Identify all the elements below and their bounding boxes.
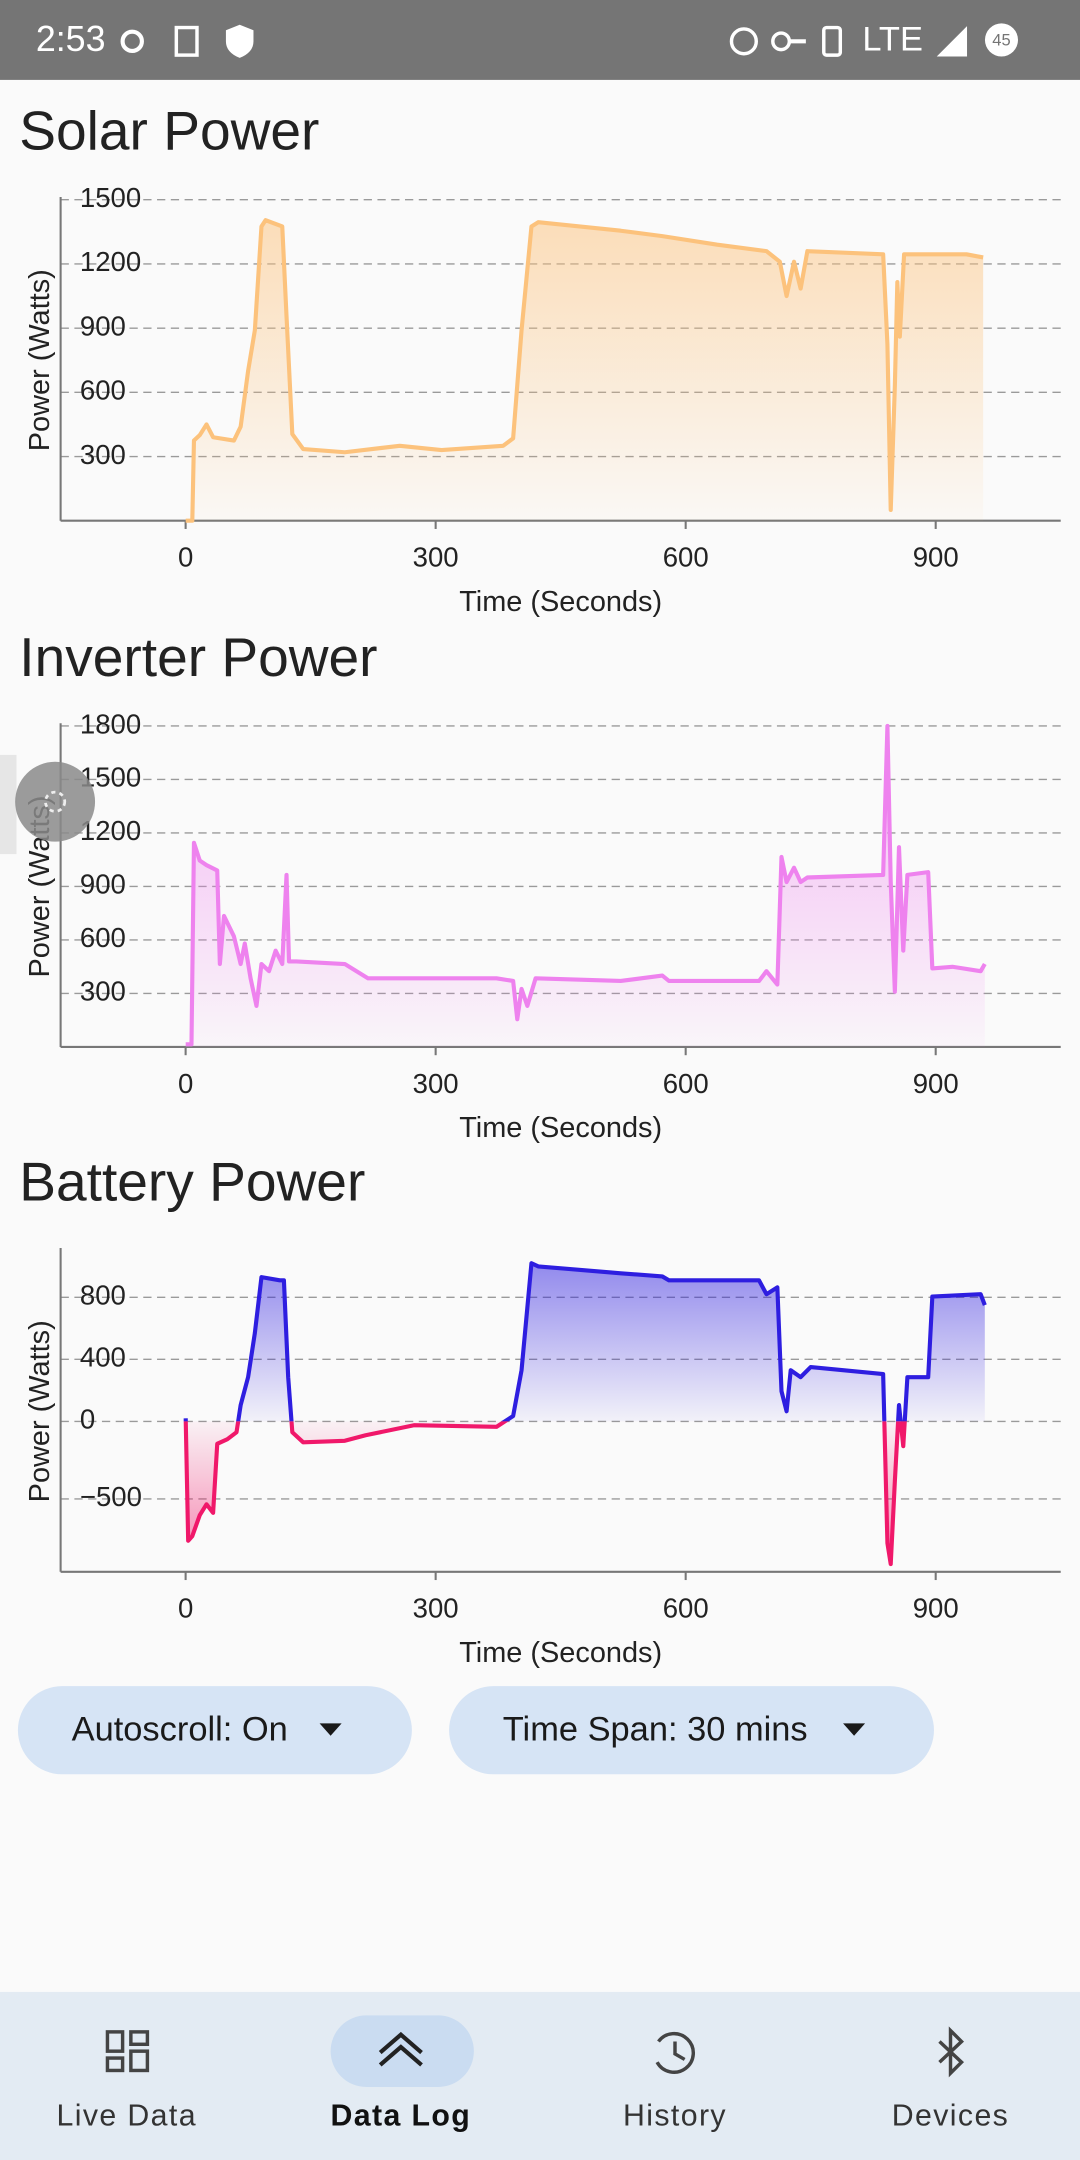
x-tick-label: 600 xyxy=(663,1593,709,1624)
nav-icon xyxy=(105,2030,125,2053)
chart-title: Solar Power xyxy=(19,100,319,162)
x-tick-label: 300 xyxy=(413,542,459,573)
floating-button-icon xyxy=(44,790,67,813)
line-positive xyxy=(183,1261,987,1422)
area-positive xyxy=(185,1263,985,1422)
area xyxy=(185,725,985,1047)
time-span-label: Time Span: 30 mins xyxy=(503,1711,808,1749)
status-icon xyxy=(120,29,144,54)
x-tick-label: 900 xyxy=(913,1068,959,1099)
alarm-icon xyxy=(729,27,758,56)
y-axis-label: Power (Watts) xyxy=(24,269,56,451)
nav-label: Devices xyxy=(892,2099,1009,2132)
y-axis-label: Power (Watts) xyxy=(24,1320,56,1502)
y-tick-label: 900 xyxy=(80,869,126,900)
nav-item[interactable]: History xyxy=(623,2031,727,2133)
y-tick-label: 800 xyxy=(80,1280,126,1311)
status-icon xyxy=(174,25,199,57)
nav-selected-indicator xyxy=(330,2015,474,2087)
line xyxy=(185,723,987,1047)
bottom-nav xyxy=(0,1991,1080,2160)
x-axis-label: Time (Seconds) xyxy=(459,1637,662,1669)
x-tick-label: 300 xyxy=(413,1593,459,1624)
y-tick-label: 300 xyxy=(80,439,126,470)
nav-label: Live Data xyxy=(57,2099,197,2132)
nav-label: History xyxy=(623,2099,727,2132)
status-bar: 2:53 LTE 45 xyxy=(0,0,1080,80)
x-tick-label: 900 xyxy=(913,542,959,573)
x-tick-label: 0 xyxy=(178,1593,193,1624)
nav-icon xyxy=(129,2030,150,2047)
y-tick-label: −500 xyxy=(80,1481,142,1512)
y-tick-label: 300 xyxy=(80,976,126,1007)
y-tick-label: 1800 xyxy=(80,708,141,739)
floating-button[interactable] xyxy=(15,761,96,842)
x-tick-label: 900 xyxy=(913,1593,959,1624)
autoscroll-label: Autoscroll: On xyxy=(72,1711,288,1749)
x-axis-label: Time (Seconds) xyxy=(459,1112,662,1144)
overlay-tab xyxy=(0,754,17,855)
nav-item[interactable]: Live Data xyxy=(57,2030,197,2132)
battery-icon xyxy=(984,23,1019,57)
y-tick-label: 0 xyxy=(80,1404,95,1435)
x-tick-label: 0 xyxy=(178,542,193,573)
y-tick-label: 900 xyxy=(80,310,126,341)
chart-title: Inverter Power xyxy=(19,626,377,688)
y-tick-label: 1500 xyxy=(80,182,141,213)
dropdown-arrow xyxy=(319,1723,342,1736)
autoscroll-button[interactable] xyxy=(17,1686,412,1775)
dropdown-arrow xyxy=(843,1723,866,1736)
y-tick-label: 400 xyxy=(80,1342,126,1373)
battery-level: 45 xyxy=(992,31,1010,50)
nav-item[interactable]: Data Log xyxy=(331,2031,472,2133)
nav-item[interactable]: Devices xyxy=(892,2026,1009,2133)
nav-icon xyxy=(378,2031,423,2067)
x-tick-label: 300 xyxy=(413,1068,459,1099)
x-tick-label: 600 xyxy=(663,542,709,573)
x-axis-label: Time (Seconds) xyxy=(459,586,662,618)
status-icon xyxy=(225,24,254,58)
chart-title: Battery Power xyxy=(19,1151,365,1213)
nav-icon xyxy=(673,2041,686,2061)
nav-icon xyxy=(129,2049,150,2073)
y-tick-label: 1200 xyxy=(80,246,141,277)
nav-icon xyxy=(938,2026,965,2078)
signal-icon xyxy=(936,26,968,57)
vibrate-icon xyxy=(822,25,843,57)
line xyxy=(185,218,984,523)
nav-icon xyxy=(655,2031,695,2074)
x-tick-label: 0 xyxy=(178,1068,193,1099)
y-tick-label: 600 xyxy=(80,375,126,406)
area xyxy=(185,220,984,521)
time-span-button[interactable] xyxy=(449,1686,934,1775)
nav-label: Data Log xyxy=(331,2099,472,2132)
charts: Solar Power 300 600 900 1200 1500 0 300 600 900 Ti… xyxy=(19,100,1061,1669)
clock: 2:53 xyxy=(36,19,106,59)
x-tick-label: 600 xyxy=(663,1068,709,1099)
line-negative xyxy=(183,1421,907,1567)
network-label: LTE xyxy=(862,20,923,58)
nav-icon xyxy=(105,2056,125,2073)
y-tick-label: 600 xyxy=(80,922,126,953)
status-bar-bg xyxy=(0,0,1080,80)
